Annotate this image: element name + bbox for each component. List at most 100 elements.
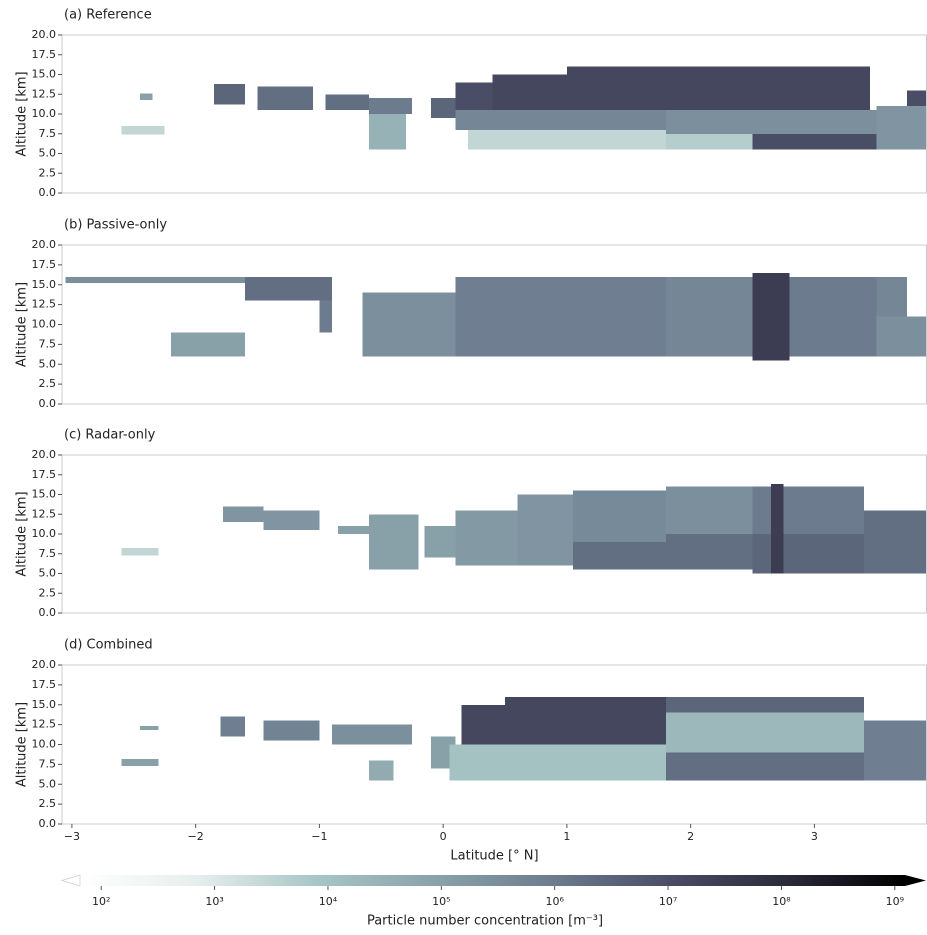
y-tick-label: 10.0: [32, 318, 57, 331]
colorbar: [80, 875, 905, 886]
heatmap-cell: [863, 720, 927, 781]
heatmap-cell: [222, 506, 264, 523]
y-tick-label: 17.5: [32, 48, 57, 61]
heatmap-cell: [368, 760, 394, 781]
heatmap-cell: [566, 66, 871, 111]
y-tick-label: 15.0: [32, 68, 57, 81]
heatmap-cell: [257, 86, 314, 111]
colorbar-tick-label: 10⁹: [886, 895, 904, 908]
y-tick-label: 20.0: [32, 238, 57, 251]
panel-title: (c) Radar-only: [64, 428, 156, 443]
heatmap-cell: [752, 272, 790, 361]
y-tick-label: 15.0: [32, 698, 57, 711]
panel-title: (a) Reference: [64, 8, 152, 23]
heatmap-cell: [752, 486, 864, 534]
y-tick-label: 5.0: [39, 147, 57, 160]
y-tick-label: 17.5: [32, 678, 57, 691]
heatmap-cell: [876, 276, 908, 317]
heatmap-cell: [121, 758, 159, 766]
heatmap-cell: [170, 332, 246, 357]
colorbar-label: Particle number concentration [m⁻³]: [367, 914, 603, 929]
y-tick-label: 12.5: [32, 718, 57, 731]
colorbar-tick-label: 10²: [92, 895, 110, 908]
heatmap-cell: [492, 74, 567, 111]
y-tick-label: 0.0: [39, 606, 57, 619]
heatmap-cell: [461, 704, 506, 745]
heatmap-cell: [139, 726, 159, 731]
y-axis-label: Altitude [km]: [15, 282, 30, 367]
heatmap-cell: [665, 133, 753, 150]
y-tick-label: 20.0: [32, 658, 57, 671]
heatmap-cell: [337, 526, 369, 534]
heatmap-cell: [876, 106, 927, 150]
y-tick-label: 2.5: [39, 586, 57, 599]
x-tick-label: −3: [64, 830, 80, 843]
colorbar-tick-label: 10⁸: [772, 895, 791, 908]
y-tick-label: 7.5: [39, 127, 57, 140]
y-tick-label: 7.5: [39, 757, 57, 770]
heatmap-cell: [449, 744, 666, 781]
y-tick-label: 0.0: [39, 186, 57, 199]
heatmap-cell: [368, 514, 419, 570]
heatmap-cell: [424, 526, 456, 558]
heatmap-cell: [455, 276, 666, 357]
heatmap-cell: [665, 752, 864, 781]
heatmap-cell: [331, 724, 413, 745]
panel-title: (d) Combined: [64, 638, 153, 653]
heatmap-cell: [573, 490, 666, 542]
heatmap-cell: [263, 720, 320, 741]
x-tick-label: 1: [563, 830, 570, 843]
y-axis-label: Altitude [km]: [15, 71, 30, 156]
heatmap-cell: [319, 300, 332, 333]
heatmap-cell: [65, 276, 246, 284]
x-tick-label: −1: [311, 830, 327, 843]
colorbar-extend-low: [60, 874, 81, 887]
x-tick-label: 3: [811, 830, 818, 843]
x-tick-label: −2: [188, 830, 204, 843]
y-tick-label: 2.5: [39, 166, 57, 179]
heatmap-cell: [455, 510, 518, 566]
heatmap-cell: [368, 114, 407, 150]
y-tick-label: 10.0: [32, 107, 57, 120]
colorbar-extend-high: [905, 875, 926, 886]
heatmap-cell: [368, 98, 413, 114]
y-tick-label: 20.0: [32, 28, 57, 41]
heatmap-cell: [665, 696, 864, 713]
y-tick-label: 10.0: [32, 527, 57, 540]
heatmap-cell: [665, 276, 753, 357]
heatmap-cell: [863, 510, 927, 574]
heatmap-cell: [771, 484, 784, 574]
colorbar-tick-label: 10⁵: [432, 895, 450, 908]
colorbar-tick-label: 10³: [205, 895, 223, 908]
x-axis-label: Latitude [° N]: [450, 849, 538, 864]
y-tick-label: 7.5: [39, 337, 57, 350]
y-tick-label: 20.0: [32, 448, 57, 461]
colorbar-tick-label: 10⁶: [545, 895, 564, 908]
heatmap-cell: [665, 110, 877, 134]
heatmap-cell: [455, 110, 666, 130]
heatmap-cell: [573, 541, 666, 570]
panel-title: (b) Passive-only: [64, 218, 167, 233]
y-tick-label: 12.5: [32, 87, 57, 100]
x-tick-label: 0: [440, 830, 447, 843]
y-tick-label: 12.5: [32, 298, 57, 311]
y-tick-label: 10.0: [32, 738, 57, 751]
heatmap-cell: [752, 534, 864, 574]
heatmap-cell: [214, 83, 246, 105]
y-tick-label: 5.0: [39, 357, 57, 370]
heatmap-cell: [665, 486, 753, 534]
heatmap-cell: [876, 316, 927, 357]
heatmap-cell: [121, 548, 159, 556]
heatmap-cell: [665, 712, 864, 753]
y-tick-label: 2.5: [39, 797, 57, 810]
heatmap-cell: [455, 82, 493, 114]
heatmap-cell: [505, 696, 666, 745]
colorbar-tick-label: 10⁷: [659, 895, 677, 908]
heatmap-cell: [139, 93, 153, 100]
heatmap-cell: [325, 94, 369, 111]
heatmap-cell: [665, 534, 753, 570]
heatmap-cell: [430, 98, 456, 118]
y-tick-label: 17.5: [32, 258, 57, 271]
y-tick-label: 5.0: [39, 777, 57, 790]
